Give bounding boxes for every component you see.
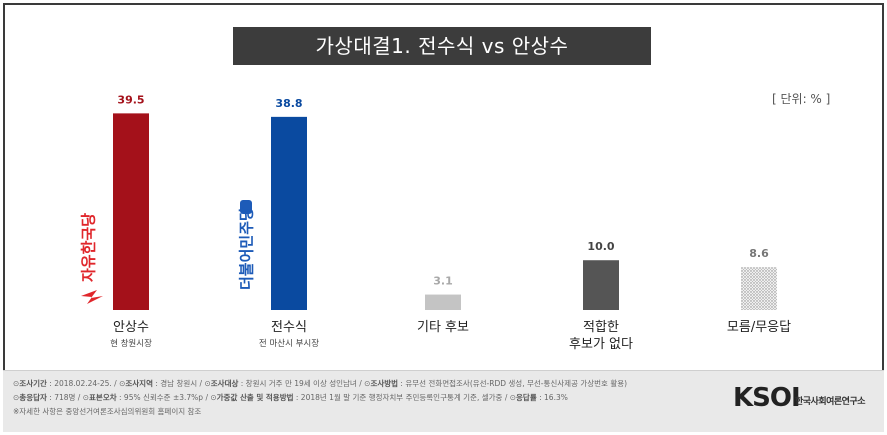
note-value: : 95% 신뢰수준 ±3.7%p: [116, 393, 204, 402]
ksoi-logo-text: KSOI: [733, 383, 801, 413]
note-value: : 2018년 1월 말 기준 행정자치부 주민등록인구통계 기준, 셀가중: [293, 393, 503, 402]
survey-note-line-2: ⊙총응답자 : 718명 / ⊙표본오차 : 95% 신뢰수준 ±3.7%p /…: [13, 393, 568, 402]
unit-label: [ 단위: % ]: [772, 92, 831, 106]
party-logo-2: 더불어민주당: [238, 200, 256, 290]
bar-3: [425, 294, 461, 310]
ksoi-logo: KSOI 한국사회여론연구소: [733, 379, 879, 423]
note-key: 표본오차: [89, 393, 117, 402]
party-emblem: [240, 200, 252, 214]
note-value: : 경남 창원시: [152, 379, 198, 388]
category-subtitle-2: 전 마산시 부시장: [259, 338, 319, 349]
party-logo-text: 자유한국당: [80, 213, 98, 282]
survey-notes: ⊙조사기간 : 2018.02.24-25. / ⊙조사지역 : 경남 창원시 …: [13, 377, 713, 419]
survey-footer: ⊙조사기간 : 2018.02.24-25. / ⊙조사지역 : 경남 창원시 …: [3, 370, 884, 432]
bar-1: [113, 113, 149, 310]
category-label-5: 모름/무응답: [727, 320, 791, 335]
survey-note-line-1: ⊙조사기간 : 2018.02.24-25. / ⊙조사지역 : 경남 창원시 …: [13, 379, 628, 388]
note-key: 조사대상: [210, 379, 239, 388]
note-key: 조사방법: [370, 379, 399, 388]
note-key: 조사기간: [19, 379, 47, 388]
party-logo-1: 자유한국당: [80, 213, 103, 304]
note-value: : 유무선 전화면접조사(유선-RDD 생성, 무선-통신사제공 가상번호 활용…: [398, 379, 628, 388]
bar-4: [583, 260, 619, 310]
data-label-3: 3.1: [433, 275, 453, 288]
category-subtitle-1: 현 창원시장: [110, 338, 152, 349]
note-key: 총응답자: [19, 393, 47, 402]
survey-note-line-3: ※자세한 사항은 중앙선거여론조사심의위원회 홈페이지 참조: [13, 407, 202, 416]
data-label-5: 8.6: [749, 247, 769, 260]
note-value: : 718명: [46, 393, 76, 402]
ksoi-logo-subtitle: 한국사회여론연구소: [795, 397, 866, 407]
chart-title: 가상대결1. 전수식 vs 안상수: [233, 27, 651, 65]
chart-frame: [3, 3, 884, 432]
party-emblem: [81, 290, 103, 304]
data-label-2: 38.8: [275, 97, 302, 110]
note-key: 응답률: [516, 393, 537, 402]
category-label-1: 안상수: [113, 320, 149, 335]
bar-5: [741, 267, 777, 310]
note-value: : 2018.02.24-25.: [46, 379, 112, 388]
bar-2: [271, 116, 307, 311]
party-logo-text: 더불어민주당: [238, 207, 256, 290]
data-label-4: 10.0: [587, 240, 614, 253]
category-label-3: 기타 후보: [417, 320, 469, 335]
category-label-2: 전수식: [271, 320, 307, 335]
data-label-1: 39.5: [117, 93, 144, 106]
note-value: : 창원시 거주 만 19세 이상 성인남녀: [238, 379, 357, 388]
category-label-4: 적합한: [583, 320, 619, 335]
note-value: : 16.3%: [536, 393, 568, 402]
note-key: 가중값 산출 및 적용방법: [216, 393, 294, 402]
note-key: 조사지역: [125, 379, 153, 388]
ksoi-logo-mark: KSOI: [733, 383, 801, 413]
category-label-4: 후보가 없다: [569, 337, 633, 352]
